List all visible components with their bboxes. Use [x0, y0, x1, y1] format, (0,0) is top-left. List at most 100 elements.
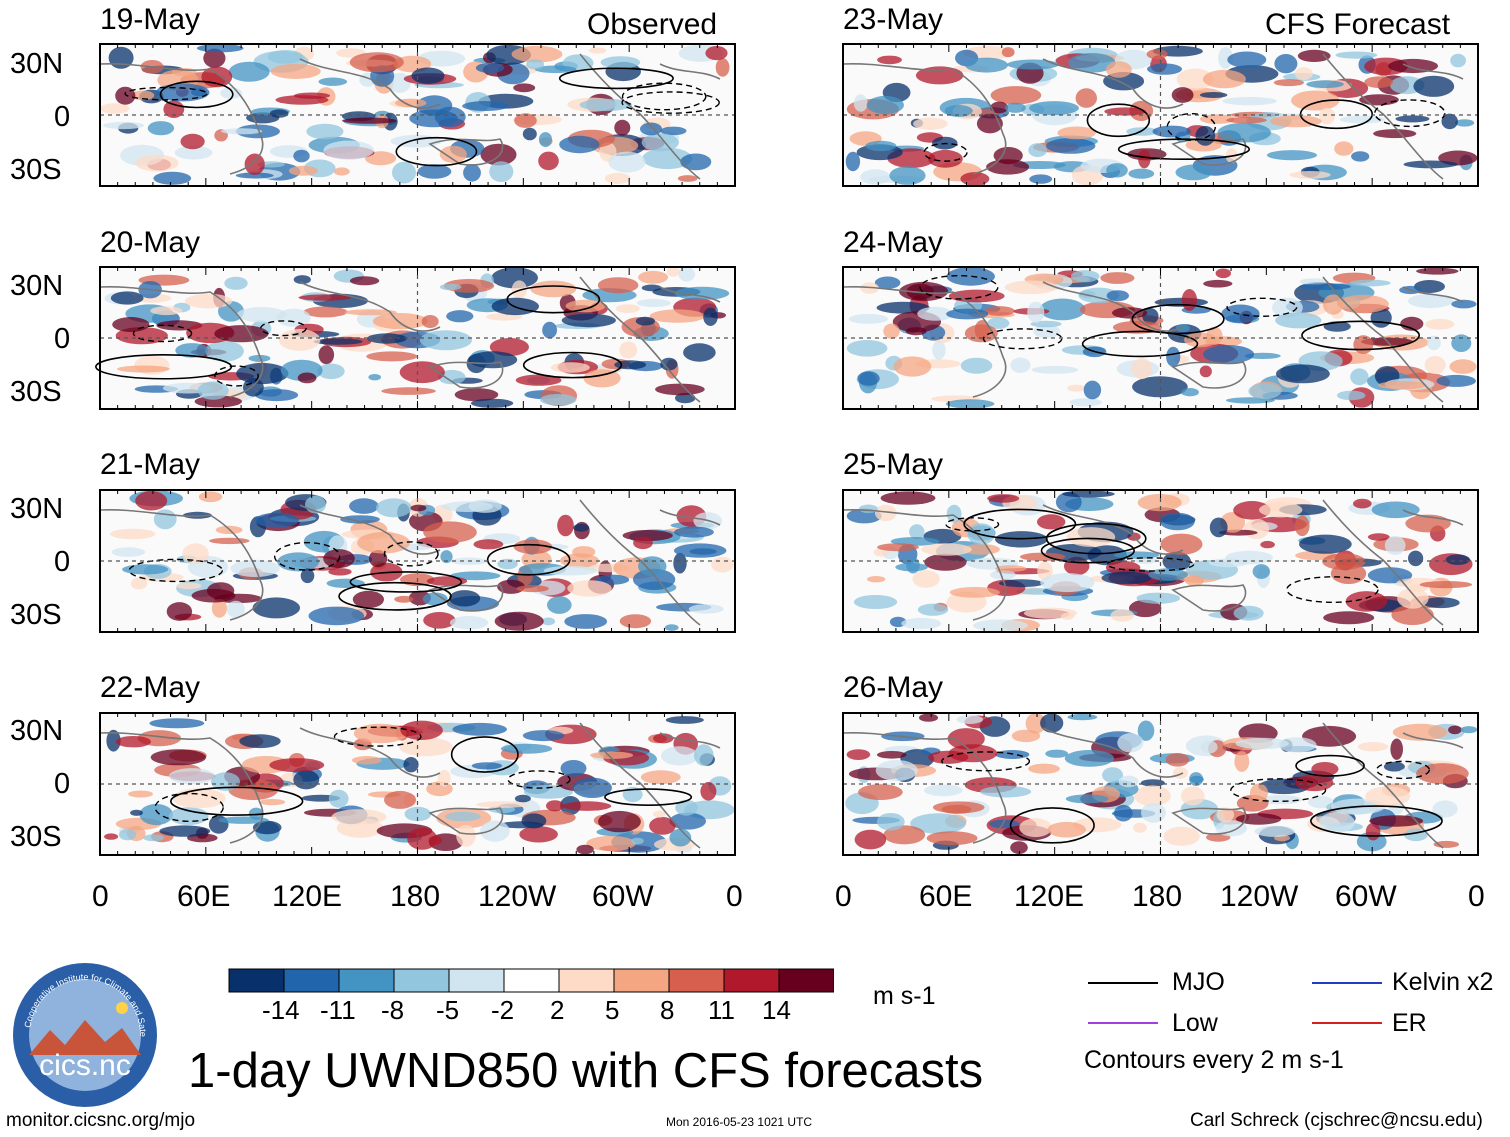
anomaly-blob: [1004, 280, 1058, 295]
anomaly-blob: [1202, 69, 1246, 89]
anomaly-blob: [1069, 398, 1102, 407]
anomaly-blob: [1235, 813, 1282, 825]
anomaly-blob: [1062, 490, 1115, 498]
anomaly-blob: [564, 614, 608, 629]
anomaly-blob: [317, 363, 345, 380]
anomaly-blob: [1181, 786, 1205, 806]
anomaly-blob: [205, 340, 244, 362]
anomaly-blob: [875, 760, 918, 781]
anomaly-blob: [1031, 365, 1079, 374]
anomaly-blob: [516, 585, 549, 593]
anomaly-blob: [883, 323, 900, 339]
anomaly-blob: [588, 47, 607, 54]
anomaly-blob: [399, 361, 445, 384]
chart-title: 1-day UWND850 with CFS forecasts: [188, 1044, 984, 1098]
anomaly-blob: [905, 327, 927, 336]
contour-positive: [1131, 303, 1225, 335]
anomaly-blob: [128, 790, 154, 798]
lon-label: 120E: [272, 880, 343, 913]
anomaly-blob: [562, 801, 612, 811]
anomaly-blob: [1024, 607, 1077, 619]
anomaly-blob: [1234, 751, 1250, 772]
coastline: [299, 727, 441, 778]
anomaly-blob: [1218, 47, 1233, 69]
anomaly-blob: [259, 799, 286, 806]
anomaly-blob: [1209, 517, 1228, 538]
anomaly-blob: [638, 270, 669, 284]
anomaly-blob: [1384, 535, 1406, 556]
anomaly-blob: [980, 785, 1032, 798]
anomaly-blob: [680, 153, 712, 171]
anomaly-blob: [1388, 58, 1438, 74]
anomaly-blob: [1137, 494, 1182, 512]
anomaly-blob: [572, 777, 612, 798]
lon-label: 60E: [177, 880, 231, 913]
anomaly-blob: [1226, 117, 1267, 124]
anomaly-blob: [462, 101, 509, 111]
lon-label: 180: [390, 880, 441, 913]
anomaly-blob: [1166, 346, 1181, 367]
contour-negative: [333, 726, 422, 747]
anomaly-blob: [1067, 384, 1086, 392]
coastline: [659, 732, 721, 749]
contour-positive: [1310, 805, 1443, 837]
contour-negative: [214, 365, 259, 387]
anomaly-blob: [1302, 725, 1357, 747]
anomaly-blob: [1416, 267, 1459, 275]
anomaly-blob: [576, 844, 594, 855]
anomaly-blob: [404, 806, 432, 822]
anomaly-blob: [1181, 388, 1199, 397]
colorbar-tick: -14: [262, 995, 300, 1025]
anomaly-blob: [1364, 76, 1393, 88]
anomaly-blob: [168, 768, 215, 785]
anomaly-blob: [252, 597, 300, 619]
anomaly-blob: [456, 824, 476, 847]
anomaly-blob: [1040, 573, 1095, 593]
anomaly-blob: [538, 132, 553, 148]
anomaly-blob: [1451, 299, 1477, 309]
anomaly-blob: [390, 134, 442, 148]
anomaly-blob: [298, 294, 351, 301]
contour-negative: [621, 82, 707, 111]
anomaly-blob: [615, 304, 640, 313]
anomaly-blob: [1136, 592, 1181, 604]
anomaly-blob: [866, 95, 904, 115]
anomaly-blob: [439, 145, 467, 163]
footer-url[interactable]: monitor.cicsnc.org/mjo: [6, 1110, 196, 1131]
anomaly-blob: [604, 172, 631, 184]
map-panel: [842, 266, 1479, 410]
anomaly-blob: [1408, 293, 1453, 309]
map-panel: [842, 43, 1479, 187]
anomaly-blob: [372, 313, 428, 330]
anomaly-blob: [1270, 115, 1322, 128]
anomaly-blob: [449, 616, 489, 630]
anomaly-blob: [375, 498, 412, 518]
anomaly-blob: [614, 119, 631, 136]
anomaly-blob: [110, 291, 144, 305]
anomaly-blob: [203, 48, 226, 68]
anomaly-blob: [526, 59, 545, 70]
colorbar-tick: 14: [762, 995, 791, 1025]
anomaly-blob: [913, 117, 948, 130]
anomaly-blob: [269, 758, 325, 773]
coastline: [99, 508, 264, 621]
anomaly-blob: [1277, 737, 1317, 753]
anomaly-blob: [174, 145, 213, 160]
anomaly-blob: [1422, 597, 1460, 609]
anomaly-blob: [597, 277, 639, 294]
anomaly-blob: [889, 166, 926, 185]
anomaly-blob: [150, 306, 183, 316]
anomaly-blob: [491, 267, 538, 289]
lat-label-30n: 30N: [10, 48, 64, 80]
anomaly-blob: [1339, 115, 1386, 124]
contour-negative: [1286, 576, 1379, 604]
anomaly-blob: [867, 576, 886, 583]
map-panel: [95, 266, 736, 410]
contour-positive: [1045, 522, 1147, 555]
anomaly-blob: [880, 491, 936, 505]
anomaly-blob: [468, 499, 502, 513]
anomaly-blob: [1319, 107, 1335, 125]
contour-negative: [1230, 778, 1327, 802]
anomaly-blob: [394, 595, 414, 603]
anomaly-blob: [463, 164, 481, 182]
